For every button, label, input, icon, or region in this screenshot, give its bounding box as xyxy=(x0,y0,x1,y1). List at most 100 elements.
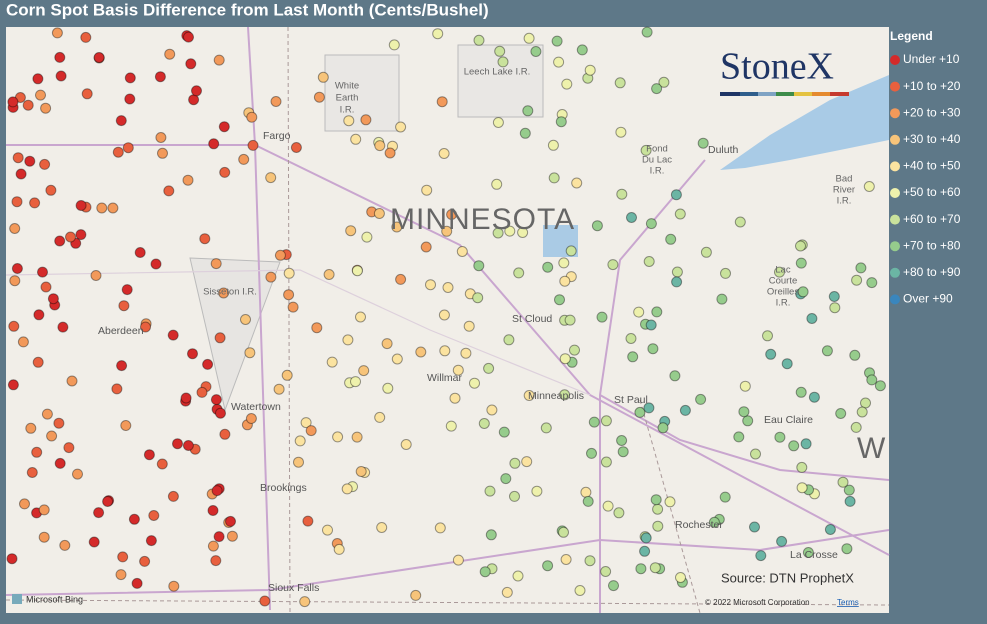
station-dot xyxy=(317,71,329,83)
station-dot xyxy=(11,263,23,274)
station-dot xyxy=(322,524,333,536)
station-dot xyxy=(300,417,312,429)
station-dot xyxy=(202,358,214,370)
station-dot xyxy=(472,292,484,304)
station-dot xyxy=(7,96,19,108)
station-dot xyxy=(124,72,136,84)
logo-bar xyxy=(720,92,849,96)
station-dot xyxy=(12,152,24,164)
station-dot xyxy=(395,121,407,133)
station-dot xyxy=(208,138,220,150)
station-dot xyxy=(37,266,48,278)
station-dot xyxy=(800,438,812,450)
station-dot xyxy=(797,286,809,298)
station-dot xyxy=(645,218,657,230)
station-dot xyxy=(9,223,21,234)
station-dot xyxy=(32,73,44,85)
legend-swatch xyxy=(890,214,900,225)
station-dot xyxy=(360,114,372,126)
station-dot xyxy=(80,31,92,43)
station-dot xyxy=(154,71,166,83)
station-dot xyxy=(860,397,871,409)
station-dot xyxy=(148,510,160,521)
station-dot xyxy=(226,530,238,542)
reservation-label: I.R. xyxy=(340,105,355,116)
station-dot xyxy=(633,306,645,318)
station-dot xyxy=(355,311,366,323)
reservation-label: Bad xyxy=(836,174,853,185)
station-dot xyxy=(616,188,628,200)
station-dot xyxy=(576,44,588,56)
reservation-label: Lac xyxy=(775,265,791,276)
road xyxy=(5,529,890,596)
station-dot xyxy=(391,353,403,365)
station-dot xyxy=(821,345,833,357)
station-dot xyxy=(828,291,840,302)
station-dot xyxy=(569,344,580,356)
station-dot xyxy=(434,522,446,534)
station-dot xyxy=(500,473,512,485)
city: La Crosse xyxy=(790,549,838,561)
station-dot xyxy=(436,96,448,108)
station-dot xyxy=(755,550,767,562)
station-dot xyxy=(46,430,58,442)
reservation-label: White xyxy=(335,81,359,92)
station-dot xyxy=(22,99,34,111)
station-dot xyxy=(90,270,102,281)
station-dot xyxy=(492,227,504,239)
station-dot xyxy=(93,52,105,63)
reservation-area xyxy=(457,44,544,118)
title: Corn Spot Basis Difference from Last Mon… xyxy=(6,0,489,19)
station-dot xyxy=(561,78,573,90)
reservation-label: River xyxy=(833,185,855,196)
station-dot xyxy=(213,531,225,543)
station-dot xyxy=(855,262,867,274)
station-dot xyxy=(185,58,197,70)
legend-swatch xyxy=(890,108,900,119)
station-dot xyxy=(542,560,554,572)
station-dot xyxy=(596,311,608,323)
station-dot xyxy=(172,438,183,450)
station-dot xyxy=(244,347,256,359)
station-dot xyxy=(469,377,480,389)
station-dot xyxy=(323,269,335,280)
station-dot xyxy=(341,483,353,495)
station-dot xyxy=(332,431,344,443)
station-dot xyxy=(421,184,433,196)
station-dot xyxy=(333,543,345,555)
city: Fargo xyxy=(263,130,291,142)
station-dot xyxy=(350,376,361,388)
station-dot xyxy=(649,562,661,574)
station-dot xyxy=(586,447,597,459)
station-dot xyxy=(128,513,140,525)
road xyxy=(599,394,890,481)
terms-link[interactable]: Terms xyxy=(837,598,859,607)
station-dot xyxy=(652,520,664,532)
station-dot xyxy=(806,313,818,324)
station-dot xyxy=(183,31,194,43)
station-dot xyxy=(640,144,652,156)
station-dot xyxy=(211,485,223,497)
station-dot xyxy=(157,147,168,159)
station-dot xyxy=(107,202,119,214)
station-dot xyxy=(446,209,458,220)
station-dot xyxy=(739,380,751,392)
legend-swatch xyxy=(890,241,900,252)
station-dot xyxy=(355,466,367,477)
station-dot xyxy=(75,200,87,211)
station-dot xyxy=(591,220,603,232)
map[interactable]: MINNESOTA W Fargo Duluth St Cloud Willma… xyxy=(5,26,890,614)
station-dot xyxy=(388,39,400,51)
station-dot xyxy=(626,212,637,223)
station-dot xyxy=(57,321,69,333)
station-dot xyxy=(54,51,66,63)
station-dot xyxy=(664,496,676,508)
station-dot xyxy=(139,555,151,567)
station-dot xyxy=(485,529,497,541)
station-dot xyxy=(625,333,637,344)
station-dot xyxy=(163,185,175,197)
station-dot xyxy=(559,353,571,365)
station-dot xyxy=(841,543,853,555)
station-dot xyxy=(452,364,464,376)
